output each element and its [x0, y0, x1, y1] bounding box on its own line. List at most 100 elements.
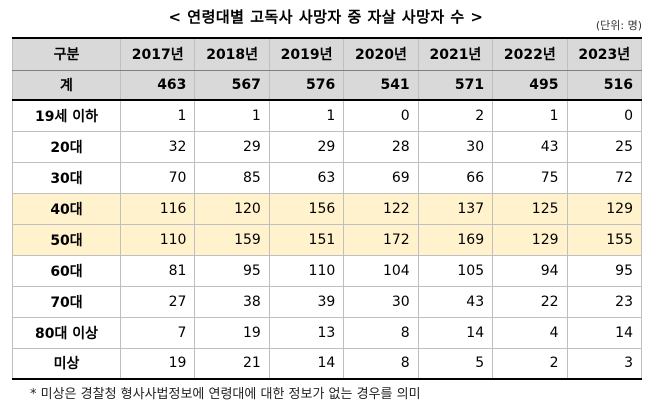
table-cell: 1	[119, 99, 196, 132]
table-cell: 137	[417, 192, 494, 225]
table-row: 50대 110 159 151 172 169 129 155	[12, 223, 643, 256]
table-cell: 159	[194, 223, 270, 256]
row-label: 미상	[12, 347, 121, 380]
table-cell: 122	[343, 192, 419, 225]
table-row: 70대 27 38 39 30 43 22 23	[12, 285, 643, 318]
table-cell: 95	[566, 254, 643, 287]
table-cell: 75	[492, 161, 568, 194]
table-cell: 463	[119, 69, 196, 101]
table-cell: 29	[194, 130, 270, 163]
table-cell: 32	[119, 130, 196, 163]
header-cell: 구분	[12, 37, 121, 71]
table-cell: 129	[492, 223, 568, 256]
table-cell: 72	[566, 161, 643, 194]
table-cell: 116	[119, 192, 196, 225]
table-cell: 25	[566, 130, 643, 163]
table-cell: 19	[119, 347, 196, 380]
header-cell: 2018년	[194, 37, 270, 71]
header-cell: 2022년	[492, 37, 568, 71]
statistics-table: 구분 2017년 2018년 2019년 2020년 2021년 2022년 2…	[12, 37, 643, 380]
table-row: 80대 이상 7 19 13 8 14 4 14	[12, 316, 643, 349]
row-label: 70대	[12, 285, 121, 318]
table-cell: 95	[194, 254, 270, 287]
table-cell: 516	[566, 69, 643, 101]
table-cell: 571	[417, 69, 494, 101]
table-cell: 8	[343, 316, 419, 349]
header-cell: 2021년	[417, 37, 494, 71]
table-cell: 104	[343, 254, 419, 287]
table-cell: 110	[119, 223, 196, 256]
table-cell: 23	[566, 285, 643, 318]
table-cell: 70	[119, 161, 196, 194]
table-cell: 156	[268, 192, 345, 225]
table-cell: 14	[268, 347, 345, 380]
header-cell: 2023년	[566, 37, 643, 71]
table-cell: 69	[343, 161, 419, 194]
table-cell: 576	[268, 69, 345, 101]
table-cell: 63	[268, 161, 345, 194]
table-cell: 151	[268, 223, 345, 256]
table-cell: 105	[417, 254, 494, 287]
table-cell: 5	[417, 347, 494, 380]
table-cell: 495	[492, 69, 568, 101]
row-label: 계	[12, 69, 121, 101]
table-cell: 81	[119, 254, 196, 287]
table-cell: 27	[119, 285, 196, 318]
table-row: 19세 이하 1 1 1 0 2 1 0	[12, 99, 643, 132]
total-row: 계 463 567 576 541 571 495 516	[12, 69, 643, 101]
table-cell: 14	[566, 316, 643, 349]
table-cell: 13	[268, 316, 345, 349]
table-cell: 2	[492, 347, 568, 380]
footnote: * 미상은 경찰청 형사사법정보에 연령대에 대한 정보가 없는 경우를 의미	[30, 387, 421, 402]
table-cell: 39	[268, 285, 345, 318]
header-cell: 2019년	[268, 37, 345, 71]
table-cell: 14	[417, 316, 494, 349]
table-cell: 30	[343, 285, 419, 318]
table-cell: 3	[566, 347, 643, 380]
table-cell: 30	[417, 130, 494, 163]
table-cell: 38	[194, 285, 270, 318]
table-cell: 125	[492, 192, 568, 225]
table-row: 40대 116 120 156 122 137 125 129	[12, 192, 643, 225]
table-cell: 66	[417, 161, 494, 194]
table-cell: 43	[492, 130, 568, 163]
row-label: 20대	[12, 130, 121, 163]
table-cell: 19	[194, 316, 270, 349]
table-cell: 1	[268, 99, 345, 132]
table-cell: 85	[194, 161, 270, 194]
row-label: 80대 이상	[12, 316, 121, 349]
table-cell: 28	[343, 130, 419, 163]
table-cell: 110	[268, 254, 345, 287]
row-label: 60대	[12, 254, 121, 287]
unit-label: (단위: 명)	[595, 19, 642, 32]
table-cell: 94	[492, 254, 568, 287]
row-label: 19세 이하	[12, 99, 121, 132]
table-row: 60대 81 95 110 104 105 94 95	[12, 254, 643, 287]
table-cell: 0	[566, 99, 643, 132]
table-row: 20대 32 29 29 28 30 43 25	[12, 130, 643, 163]
table-cell: 129	[566, 192, 643, 225]
table-cell: 29	[268, 130, 345, 163]
table-cell: 2	[417, 99, 494, 132]
table-cell: 1	[492, 99, 568, 132]
header-row: 구분 2017년 2018년 2019년 2020년 2021년 2022년 2…	[12, 37, 643, 71]
row-label: 30대	[12, 161, 121, 194]
table-cell: 4	[492, 316, 568, 349]
table-row: 미상 19 21 14 8 5 2 3	[12, 347, 643, 380]
table-title: < 연령대별 고독사 사망자 중 자살 사망자 수 >	[168, 8, 484, 26]
table-cell: 155	[566, 223, 643, 256]
table-body: 19세 이하 1 1 1 0 2 1 0 20대 32 29 29 28 30 43 25 30대 70 85 63 6…	[12, 99, 643, 380]
table-cell: 567	[194, 69, 270, 101]
table-cell: 43	[417, 285, 494, 318]
row-label: 50대	[12, 223, 121, 256]
header-cell: 2020년	[343, 37, 419, 71]
table-cell: 21	[194, 347, 270, 380]
table-cell: 22	[492, 285, 568, 318]
table-cell: 1	[194, 99, 270, 132]
table-cell: 8	[343, 347, 419, 380]
table-cell: 0	[343, 99, 419, 132]
table-cell: 7	[119, 316, 196, 349]
table-cell: 169	[417, 223, 494, 256]
row-label: 40대	[12, 192, 121, 225]
table-row: 30대 70 85 63 69 66 75 72	[12, 161, 643, 194]
